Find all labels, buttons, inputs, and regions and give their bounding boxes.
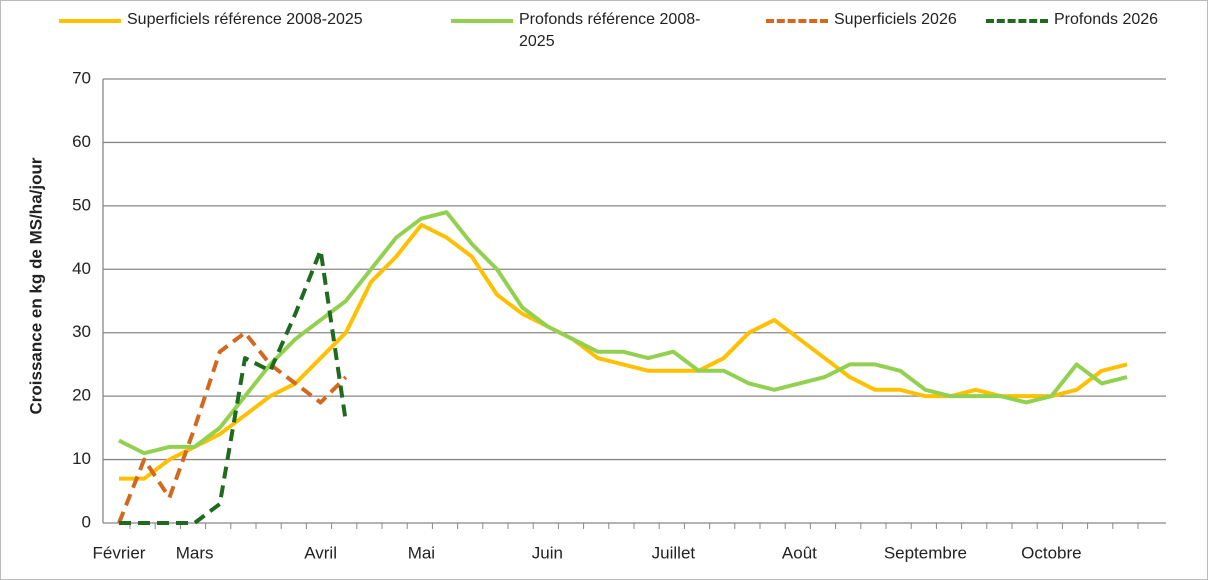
x-tick-label: Août: [782, 543, 817, 562]
legend-label: Profonds référence 2008-2025: [519, 11, 701, 50]
legend-swatch: [59, 19, 121, 23]
x-tick-label: Juillet: [652, 543, 696, 562]
legend-swatch: [451, 19, 513, 23]
y-tick-label: 20: [72, 386, 91, 405]
y-axis-label: Croissance en kg de MS/ha/jour: [26, 157, 45, 414]
y-tick-label: 50: [72, 195, 91, 214]
legend-label: Superficiels référence 2008-2025: [127, 11, 363, 28]
y-tick-label: 10: [72, 449, 91, 468]
x-tick-label: Mai: [408, 543, 435, 562]
y-tick-label: 30: [72, 322, 91, 341]
x-tick-label: Mars: [176, 543, 214, 562]
series-line: [118, 210, 1128, 456]
y-tick-label: 0: [82, 512, 91, 531]
series-line: [117, 330, 348, 524]
y-tick-label: 70: [72, 68, 91, 87]
x-tick-label: Octobre: [1021, 543, 1081, 562]
legend-label: Profonds 2026: [1054, 11, 1159, 28]
legend-label: Superficiels 2026: [834, 11, 957, 28]
y-tick-label: 40: [72, 259, 91, 278]
legend-item: Profonds référence 2008-2025: [451, 9, 709, 53]
series-line: [119, 222, 1128, 481]
legend-swatch: [766, 19, 828, 23]
x-tick-label: Février: [93, 543, 146, 562]
x-tick-label: Septembre: [884, 543, 967, 562]
legend-swatch: [986, 19, 1048, 23]
y-tick-label: 60: [72, 132, 91, 151]
x-tick-label: Avril: [304, 543, 337, 562]
legend-item: Superficiels référence 2008-2025: [59, 9, 363, 31]
series-line: [119, 248, 348, 525]
legend-item: Superficiels 2026: [766, 9, 957, 31]
legend-item: Profonds 2026: [986, 9, 1158, 31]
x-tick-label: Juin: [532, 543, 563, 562]
